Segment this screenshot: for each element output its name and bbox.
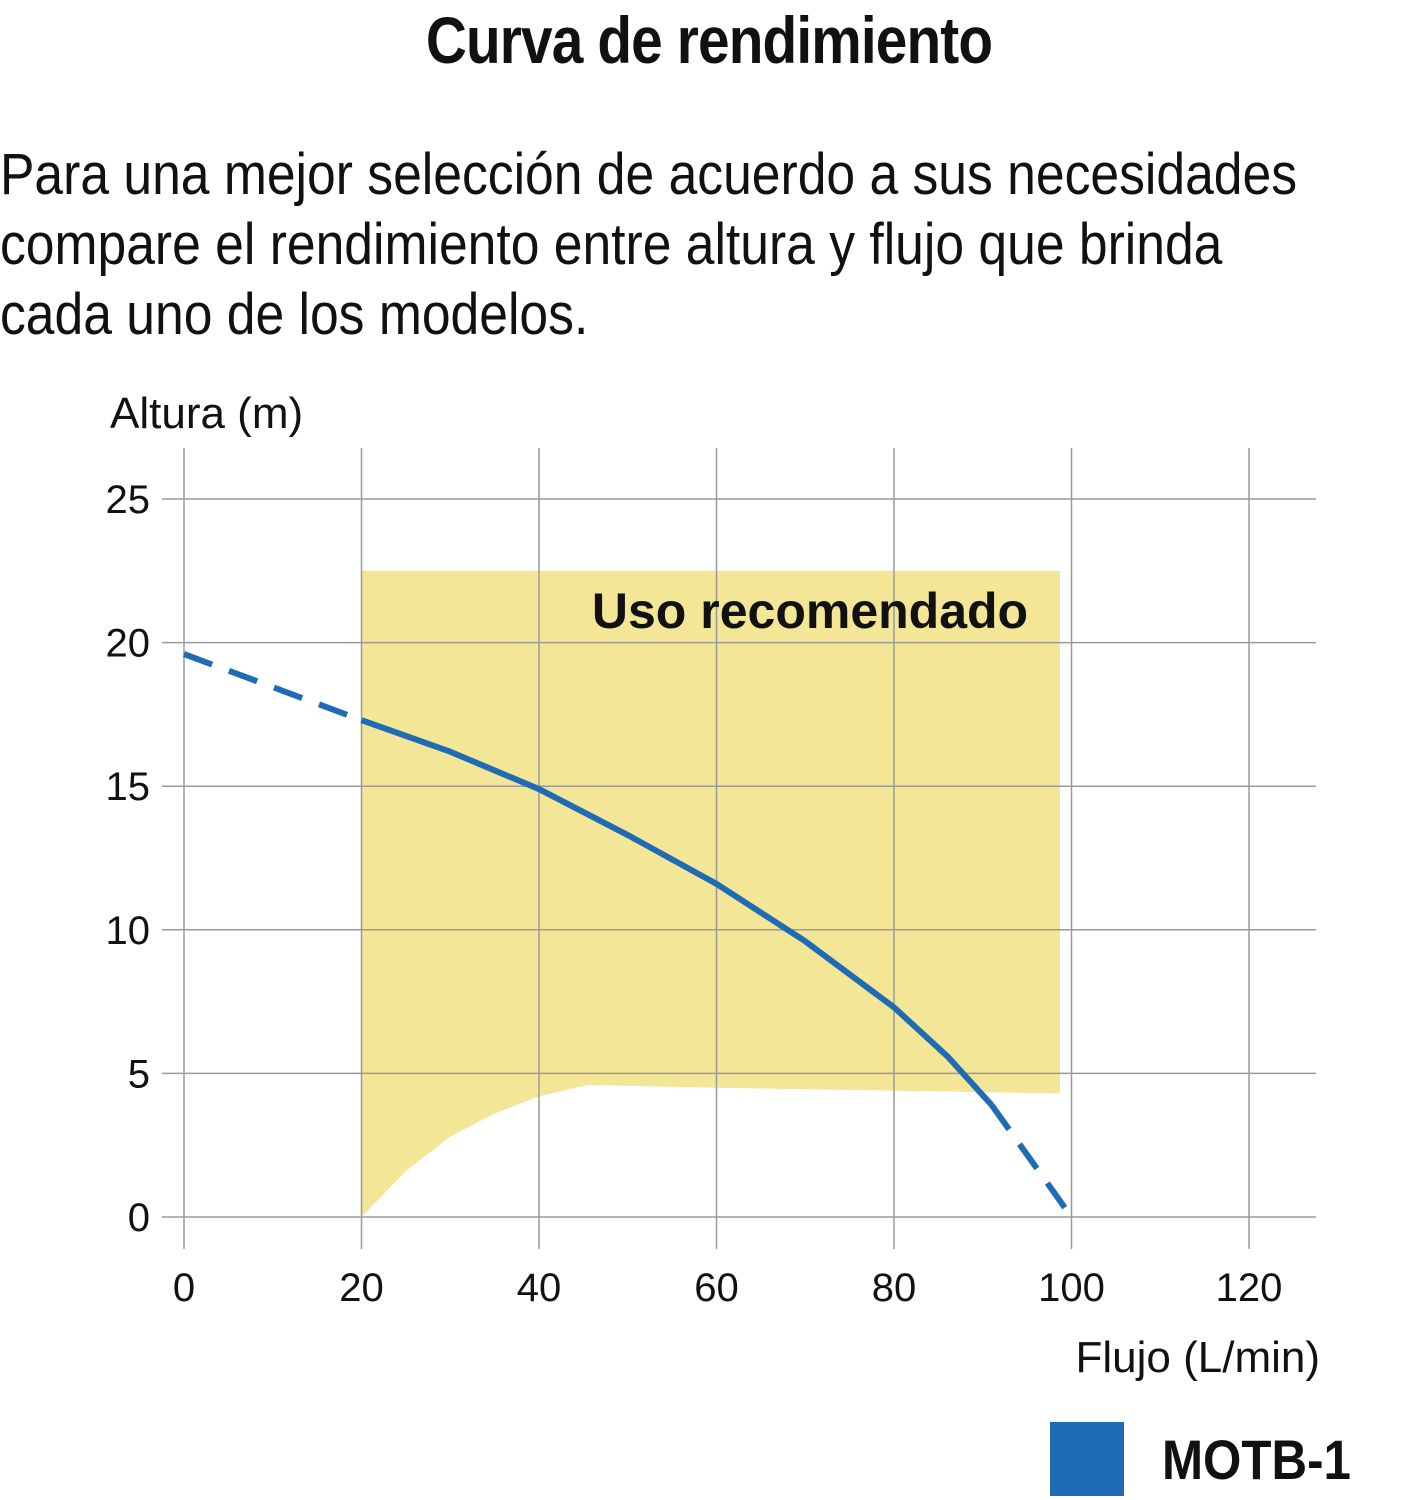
x-tick-label: 80 bbox=[872, 1266, 917, 1310]
legend-label: MOTB-1 bbox=[1162, 1427, 1351, 1491]
y-tick-label: 10 bbox=[106, 909, 151, 953]
y-axis-label: Altura (m) bbox=[110, 389, 303, 438]
x-tick-label: 60 bbox=[694, 1266, 739, 1310]
y-tick-label: 25 bbox=[106, 478, 151, 522]
description-line: Para una mejor selección de acuerdo a su… bbox=[0, 142, 1298, 207]
recommended-zone bbox=[361, 570, 1060, 1217]
zone-annotation-label: Uso recomendado bbox=[592, 583, 1028, 639]
x-tick-label: 40 bbox=[517, 1266, 562, 1310]
x-tick-label: 20 bbox=[339, 1266, 384, 1310]
series-line-dashed bbox=[989, 1103, 1074, 1219]
series-line-solid bbox=[360, 717, 994, 1108]
legend-swatch bbox=[1050, 1422, 1124, 1496]
y-tick-label: 5 bbox=[128, 1052, 150, 1096]
description: Para una mejor selección de acuerdo a su… bbox=[0, 140, 1418, 350]
y-tick-label: 0 bbox=[128, 1196, 150, 1240]
x-axis-label: Flujo (L/min) bbox=[1076, 1333, 1321, 1382]
x-tick-label: 100 bbox=[1038, 1266, 1105, 1310]
x-tick-label: 120 bbox=[1216, 1266, 1283, 1310]
series-line-dashed bbox=[182, 651, 363, 723]
description-line: compare el rendimiento entre altura y fl… bbox=[0, 212, 1223, 277]
page-title: Curva de rendimiento bbox=[425, 3, 993, 77]
description-line: cada uno de los modelos. bbox=[0, 282, 589, 347]
x-tick-label: 0 bbox=[173, 1266, 195, 1310]
y-tick-label: 15 bbox=[106, 765, 151, 809]
y-tick-label: 20 bbox=[106, 622, 151, 666]
legend: MOTB-1 bbox=[1050, 1422, 1377, 1496]
performance-chart: 0 20 40 60 80 100 120 0 5 10 15 20 25 Altura (m) Flujo… bbox=[106, 389, 1321, 1382]
